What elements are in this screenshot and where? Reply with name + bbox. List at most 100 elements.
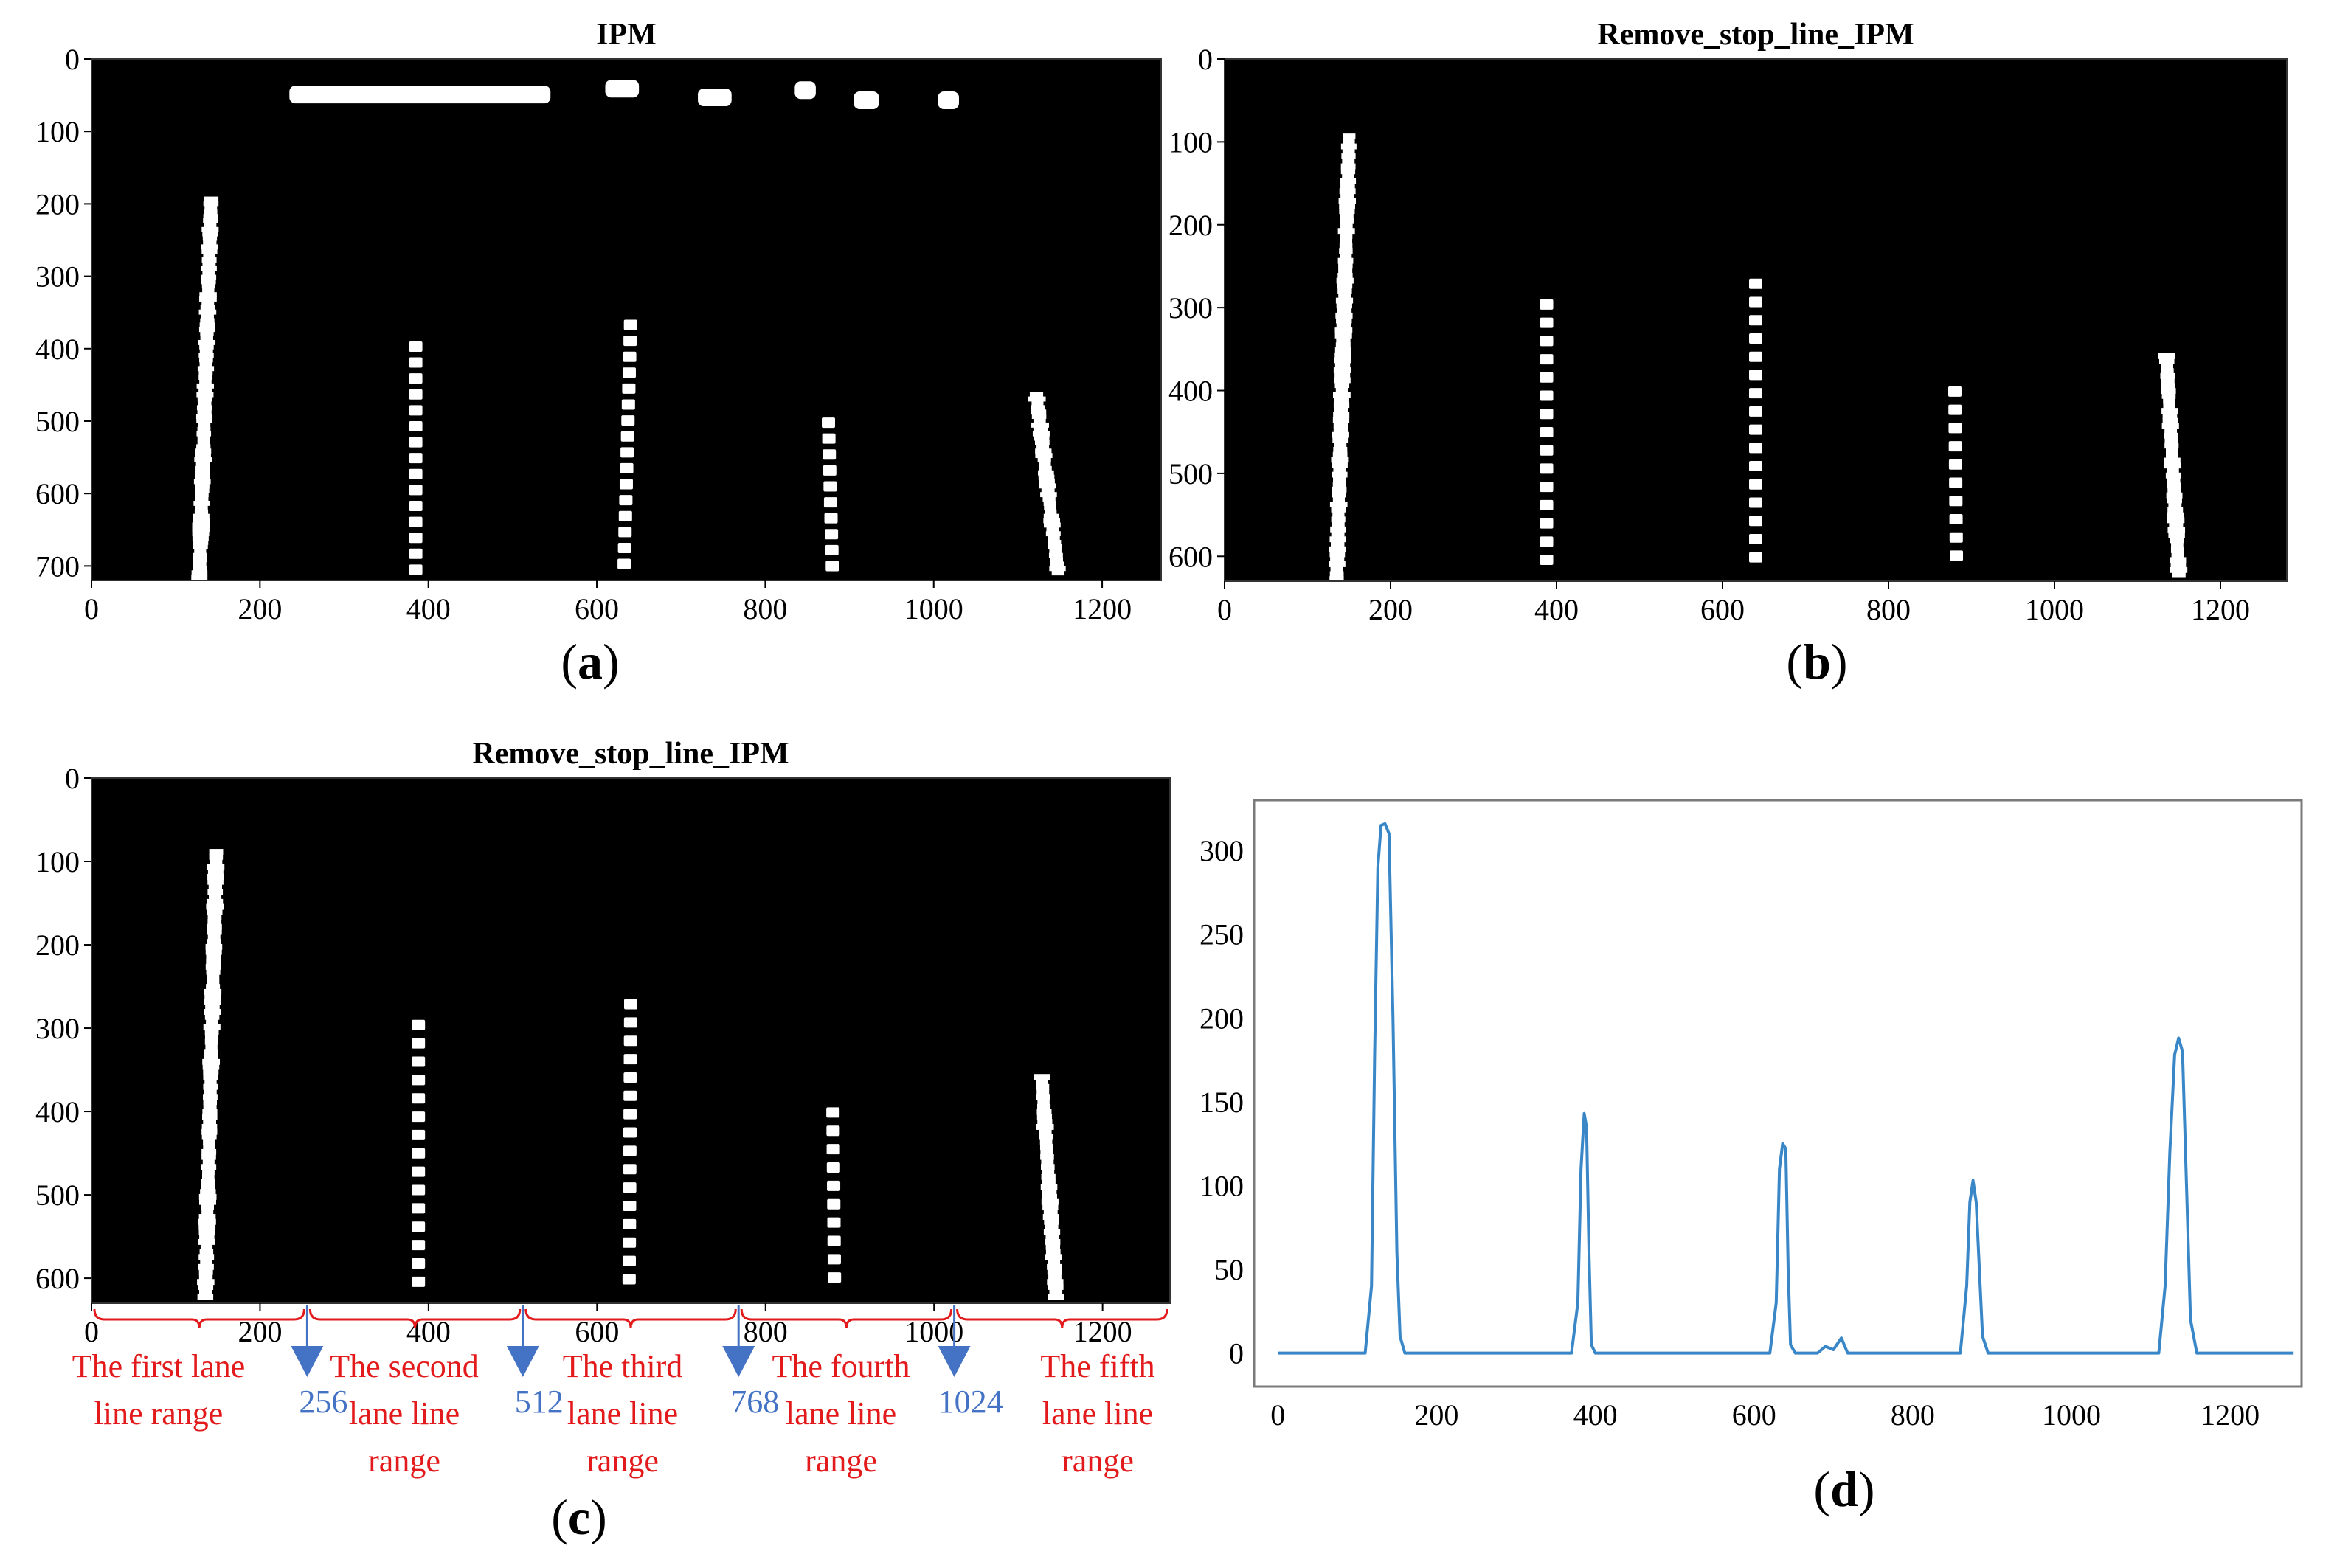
lane-pixel [201, 266, 217, 271]
lane-pixel [1041, 488, 1055, 493]
lane-dash [412, 1203, 426, 1214]
lane-dash [623, 1218, 637, 1229]
lane-pixel [1333, 422, 1348, 429]
lane-pixel [193, 552, 207, 558]
y-tick-label: 300 [35, 260, 80, 294]
lane-dash [620, 462, 634, 473]
stop-line-mark [794, 81, 816, 100]
lane-pixel [2170, 566, 2188, 573]
panel-letter: a [578, 634, 603, 690]
boundary-label: 256 [299, 1384, 347, 1420]
lane-pixel [198, 400, 212, 406]
y-tick-label: 300 [35, 1012, 80, 1045]
lane-pixel [1033, 418, 1046, 423]
lane-pixel [204, 1089, 217, 1095]
lane-pixel [207, 918, 222, 925]
lane-pixel [197, 440, 210, 445]
lane-pixel [1335, 312, 1353, 319]
y-tick-label: 50 [1214, 1253, 1244, 1286]
lane-pixel [2162, 412, 2178, 419]
lane-pixel [200, 1259, 212, 1266]
lane-pixel [2161, 383, 2175, 389]
lane-pixel [201, 244, 218, 250]
lane-pixel [1334, 382, 1350, 389]
lane-pixel [1039, 1139, 1053, 1145]
lane-pixel [199, 361, 212, 367]
lane-dash [412, 1276, 426, 1287]
lane-pixel [1339, 203, 1355, 209]
lane-pixel [1331, 457, 1349, 463]
lane-pixel [196, 444, 211, 450]
lane-pixel [198, 309, 217, 315]
lane-pixel [2166, 448, 2178, 454]
lane-pixel [1333, 476, 1346, 483]
lane-dash [1749, 516, 1762, 527]
lane-pixel [195, 504, 208, 510]
lane-pixel [1039, 1128, 1052, 1135]
lane-pixel [198, 1218, 216, 1225]
lane-pixel [1048, 1284, 1064, 1290]
x-tick-label: 600 [1732, 1398, 1776, 1432]
lane-pixel [1039, 465, 1052, 471]
lane-dash [412, 1038, 426, 1049]
lane-pixel [1031, 414, 1047, 420]
lane-dash [1749, 351, 1762, 362]
lane-pixel [1042, 1214, 1059, 1220]
lane-pixel [202, 1064, 220, 1070]
lane-pixel [1340, 143, 1357, 150]
lane-pixel [198, 1229, 215, 1235]
lane-pixel [206, 1019, 218, 1025]
x-tick-label: 600 [1700, 593, 1745, 626]
lane-dash [1749, 479, 1762, 490]
lane-pixel [199, 1234, 215, 1241]
lane-dash [623, 1072, 637, 1083]
y-tick-label: 150 [1199, 1086, 1244, 1119]
lane-pixel [1334, 362, 1351, 369]
x-tick-label: 400 [1534, 593, 1579, 626]
lane-dash [620, 447, 634, 458]
y-tick-label: 400 [1168, 375, 1213, 408]
lane-dash [1749, 461, 1762, 472]
lane-pixel [202, 1169, 215, 1175]
lane-dash [409, 516, 423, 527]
lane-pixel [193, 513, 210, 519]
lane-pixel [200, 318, 215, 324]
lane-pixel [195, 448, 212, 454]
lane-pixel [1034, 435, 1050, 441]
lane-pixel [203, 1083, 218, 1090]
lane-pixel [207, 979, 220, 985]
lane-dash [412, 1221, 426, 1232]
lane-pixel [1039, 1134, 1053, 1140]
lane-dash [624, 999, 637, 1010]
lane-dash [1749, 315, 1762, 326]
x-tick-label: 1000 [904, 592, 963, 625]
lane-pixel [1330, 526, 1346, 533]
lane-pixel [1051, 570, 1064, 576]
lane-pixel [201, 1173, 215, 1180]
lane-dash [1540, 536, 1554, 547]
lane-dash [1540, 482, 1554, 493]
range-label: The fourth [772, 1348, 910, 1384]
lane-pixel [203, 1144, 215, 1151]
lane-pixel [198, 1288, 212, 1295]
panel-letter: c [568, 1489, 590, 1545]
y-tick-label: 300 [1168, 291, 1213, 325]
lane-pixel [198, 353, 214, 358]
lane-marking-5 [1028, 392, 1066, 576]
lane-pixel [196, 418, 212, 423]
lane-pixel [200, 1243, 213, 1250]
lane-pixel [209, 894, 222, 901]
x-tick-label: 200 [1414, 1398, 1458, 1432]
lane-pixel [2160, 372, 2175, 379]
lane-marking-4 [826, 1107, 842, 1283]
lane-pixel [2161, 363, 2173, 370]
lane-pixel [2158, 353, 2175, 359]
lane-pixel [1050, 561, 1064, 567]
lane-pixel [206, 984, 221, 991]
lane-dash [623, 1017, 637, 1028]
stop-line-mark [289, 86, 551, 104]
lane-dash [1749, 406, 1762, 417]
range-brace [308, 1308, 522, 1329]
lane-dash [1540, 372, 1554, 383]
lane-dash [823, 465, 837, 476]
